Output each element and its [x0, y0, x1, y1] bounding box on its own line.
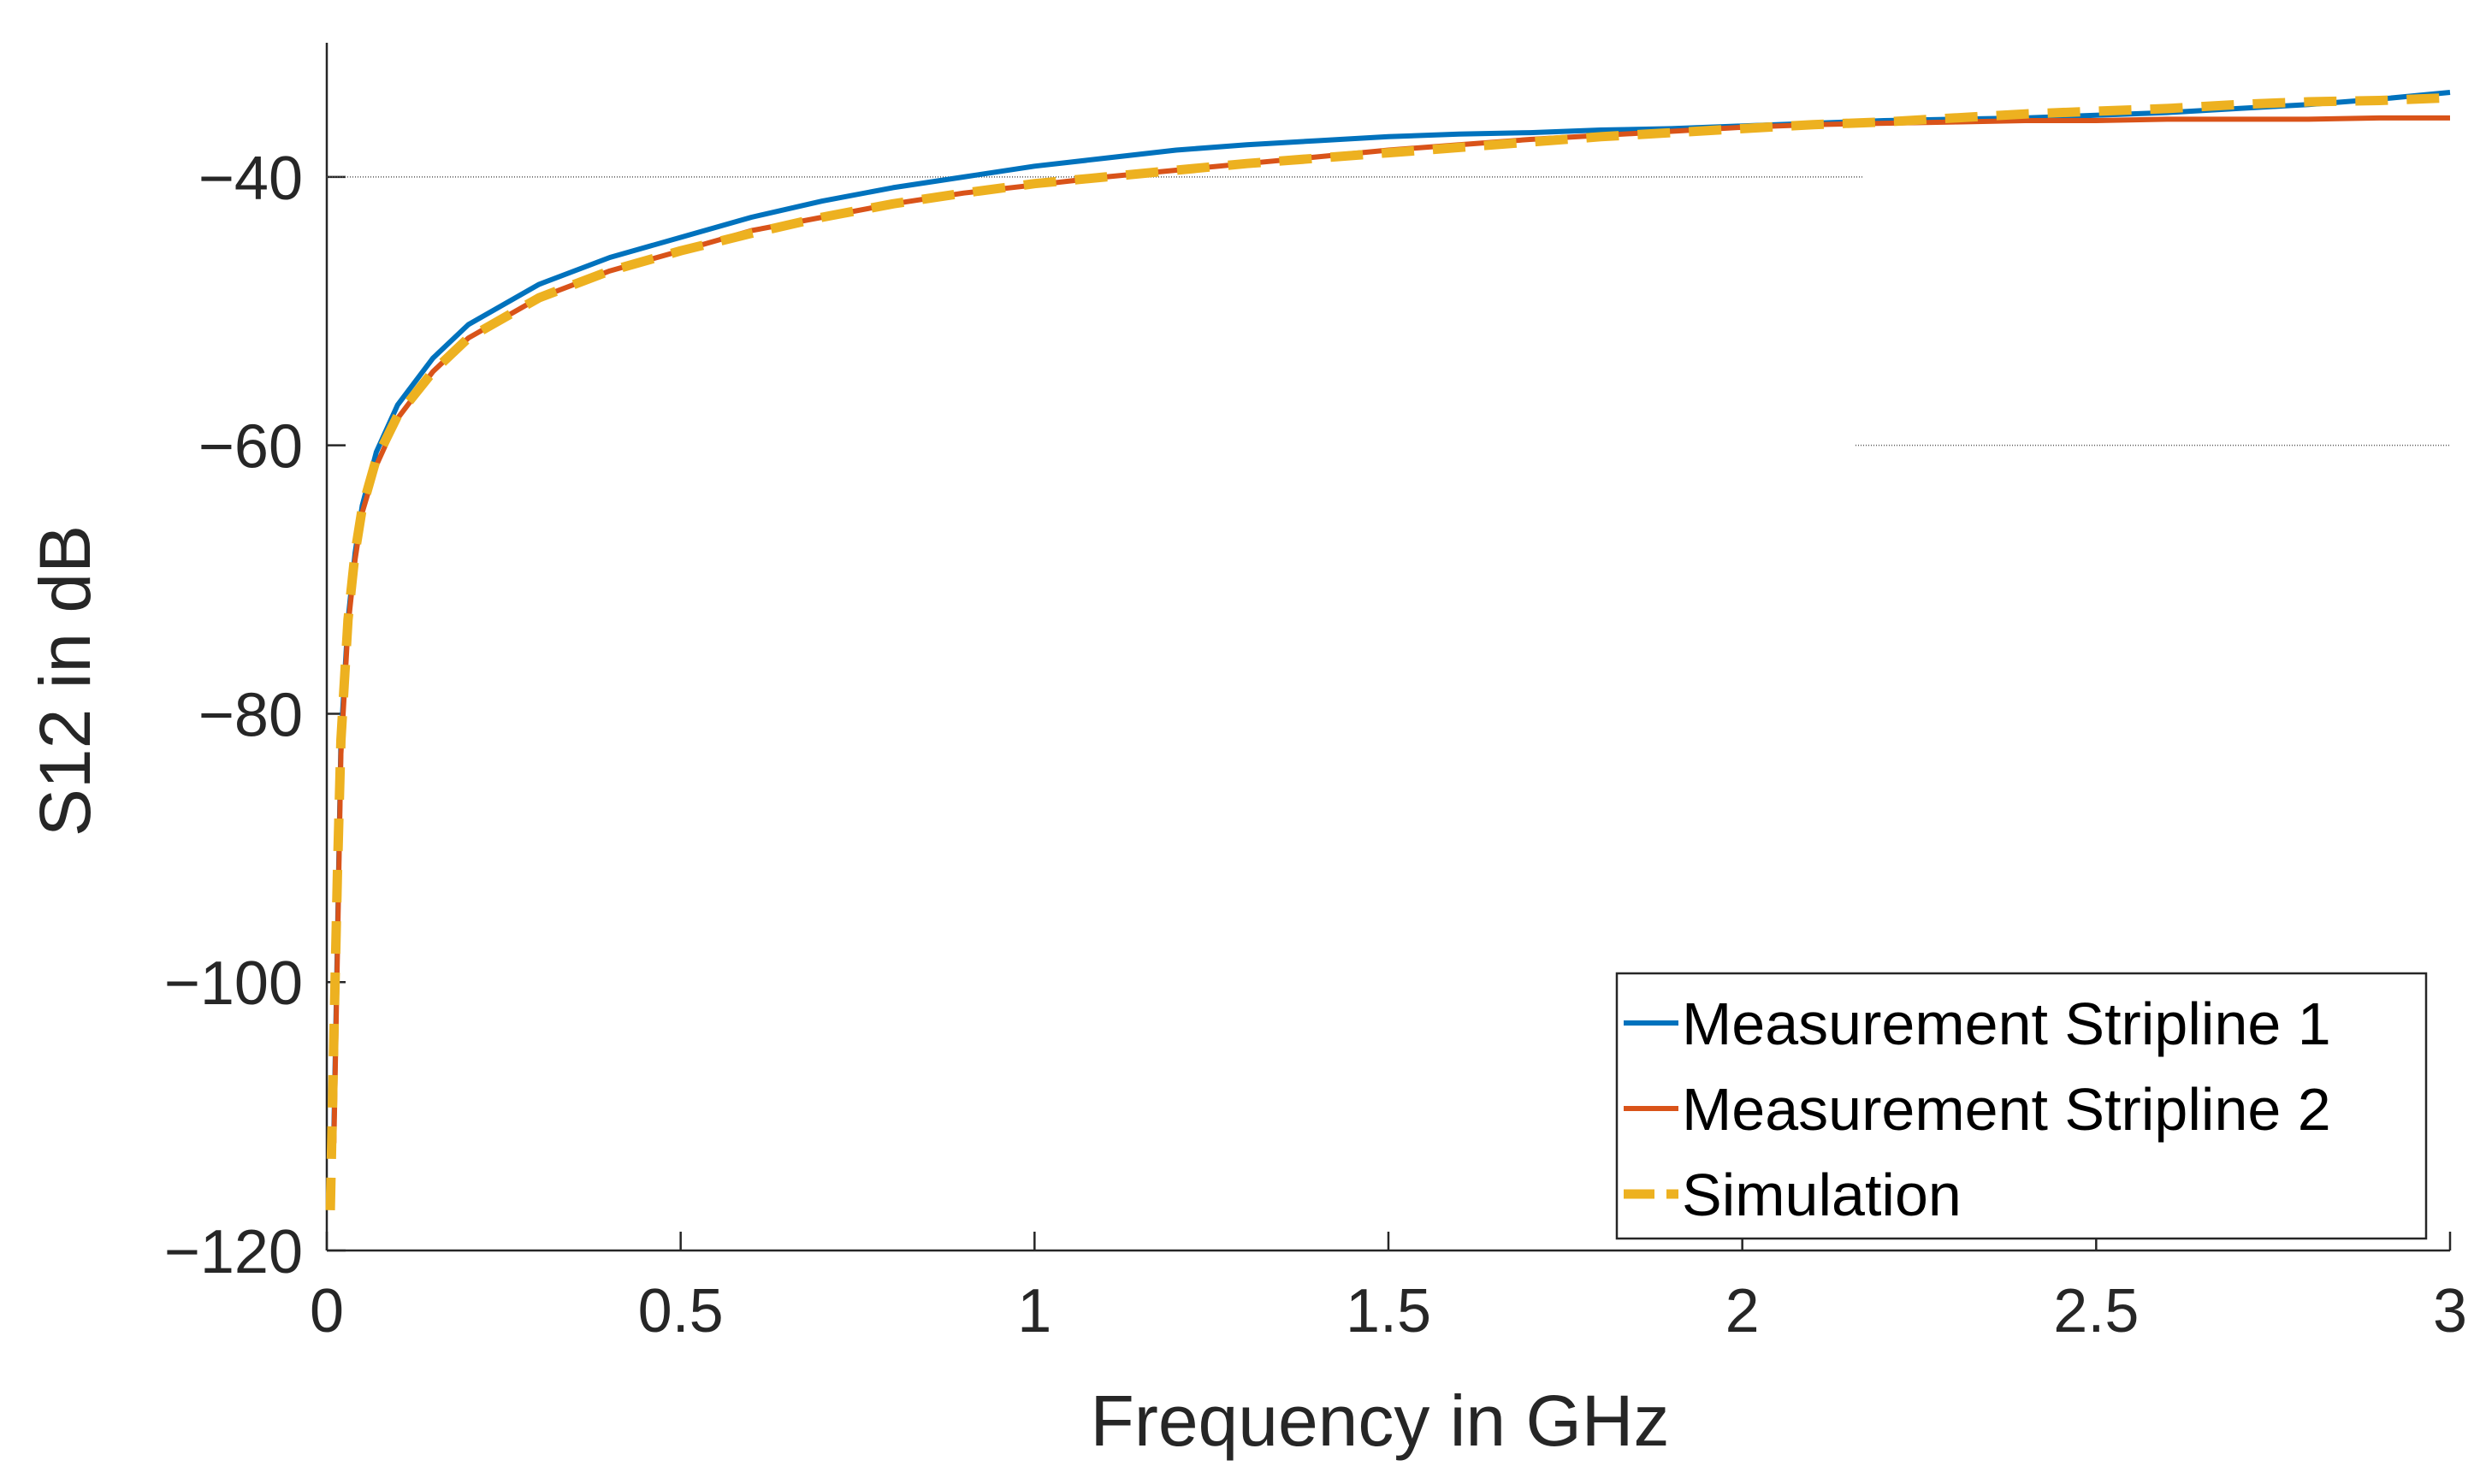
x-tick-label: 1.5: [1346, 1277, 1431, 1345]
y-tick-label: −40: [198, 145, 303, 213]
tick-labels: 0 0.5 1 1.5 2 2.5 3 −120 −100 −80 −60 −40: [164, 145, 2467, 1345]
y-axis-title: S12 in dB: [25, 525, 105, 837]
gridlines: [327, 176, 2450, 446]
x-tick-label: 1: [1017, 1277, 1051, 1345]
x-tick-label: 3: [2433, 1277, 2467, 1345]
x-tick-label: 2.5: [2053, 1277, 2139, 1345]
x-axis-title: Frequency in GHz: [1091, 1381, 1670, 1461]
y-tick-label: −120: [164, 1218, 303, 1286]
legend-label-2: Measurement Stripline 2: [1682, 1076, 2331, 1143]
legend: Measurement Stripline 1 Measurement Strip…: [1615, 972, 2428, 1240]
series-lines: [325, 90, 2451, 1211]
y-tick-label: −100: [164, 949, 303, 1018]
legend-label-1: Measurement Stripline 1: [1682, 990, 2331, 1057]
legend-label-3: Simulation: [1682, 1162, 1962, 1228]
y-tick-label: −80: [198, 681, 303, 749]
series-line-3: [325, 92, 2451, 1211]
x-tick-label: 0: [310, 1277, 344, 1345]
y-tick-label: −60: [198, 413, 303, 482]
legend-box: [1615, 972, 2428, 1240]
x-tick-label: 2: [1725, 1277, 1760, 1345]
x-tick-label: 0.5: [638, 1277, 724, 1345]
axis-titles: Frequency in GHz S12 in dB: [25, 525, 1669, 1461]
